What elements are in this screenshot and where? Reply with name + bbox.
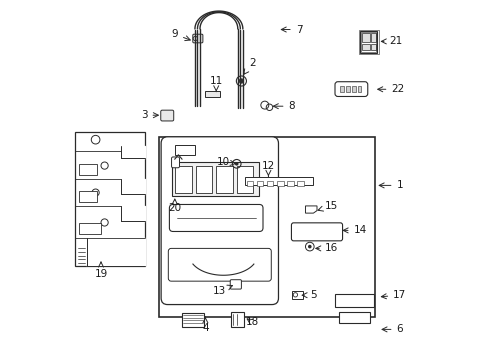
Text: 19: 19 <box>95 262 108 279</box>
Bar <box>172 162 259 196</box>
Bar <box>346 86 350 92</box>
Bar <box>79 223 101 234</box>
FancyBboxPatch shape <box>292 223 343 241</box>
FancyBboxPatch shape <box>161 110 174 121</box>
Text: 6: 6 <box>382 324 403 334</box>
Text: 17: 17 <box>381 290 406 300</box>
Text: 7: 7 <box>281 24 302 35</box>
Bar <box>339 312 370 323</box>
Text: 1: 1 <box>379 180 403 190</box>
Bar <box>159 137 375 317</box>
Polygon shape <box>121 146 145 158</box>
Polygon shape <box>305 206 317 213</box>
FancyBboxPatch shape <box>230 280 242 289</box>
Circle shape <box>235 162 239 166</box>
Bar <box>363 44 369 50</box>
Bar <box>237 166 253 193</box>
Bar <box>245 177 314 185</box>
Circle shape <box>308 245 312 248</box>
Bar <box>79 164 97 175</box>
Text: 13: 13 <box>213 285 232 296</box>
Bar <box>175 166 192 193</box>
Bar <box>216 166 233 193</box>
Text: 21: 21 <box>381 36 403 46</box>
Circle shape <box>239 79 244 83</box>
Bar <box>196 166 212 193</box>
FancyBboxPatch shape <box>335 82 368 96</box>
Bar <box>79 191 97 202</box>
FancyBboxPatch shape <box>193 34 203 43</box>
Text: 16: 16 <box>316 243 338 253</box>
Polygon shape <box>121 179 145 194</box>
Text: 3: 3 <box>141 110 158 120</box>
FancyBboxPatch shape <box>170 204 263 231</box>
FancyBboxPatch shape <box>161 137 278 305</box>
Bar <box>358 86 361 92</box>
Text: 22: 22 <box>378 84 405 94</box>
Bar <box>75 132 145 266</box>
Bar <box>231 312 245 327</box>
Bar <box>205 91 220 97</box>
Text: 10: 10 <box>217 157 236 167</box>
Bar <box>352 86 356 92</box>
Bar <box>182 313 204 327</box>
Text: 14: 14 <box>343 225 367 235</box>
Text: 20: 20 <box>168 199 181 213</box>
Text: 11: 11 <box>210 76 223 91</box>
Bar <box>292 291 303 299</box>
Bar <box>247 181 253 186</box>
Bar <box>287 181 294 186</box>
Text: 8: 8 <box>273 101 295 111</box>
Polygon shape <box>121 206 145 221</box>
Text: 2: 2 <box>244 58 255 74</box>
Bar <box>371 33 376 42</box>
Bar <box>175 145 195 155</box>
Bar <box>341 86 344 92</box>
Text: 15: 15 <box>318 201 338 211</box>
Text: 4: 4 <box>202 317 209 333</box>
Bar <box>371 44 376 50</box>
Text: 12: 12 <box>262 161 275 176</box>
Text: 9: 9 <box>172 29 190 41</box>
Bar <box>297 181 304 186</box>
FancyBboxPatch shape <box>169 248 271 281</box>
Polygon shape <box>87 238 145 266</box>
Bar <box>257 181 263 186</box>
Bar <box>359 30 379 54</box>
Bar <box>267 181 273 186</box>
FancyBboxPatch shape <box>172 157 179 168</box>
Text: 5: 5 <box>302 290 317 300</box>
Bar <box>361 32 376 52</box>
Bar <box>360 31 377 53</box>
Bar <box>277 181 284 186</box>
Bar <box>363 33 369 42</box>
Bar <box>335 294 374 307</box>
Text: 18: 18 <box>245 317 259 327</box>
